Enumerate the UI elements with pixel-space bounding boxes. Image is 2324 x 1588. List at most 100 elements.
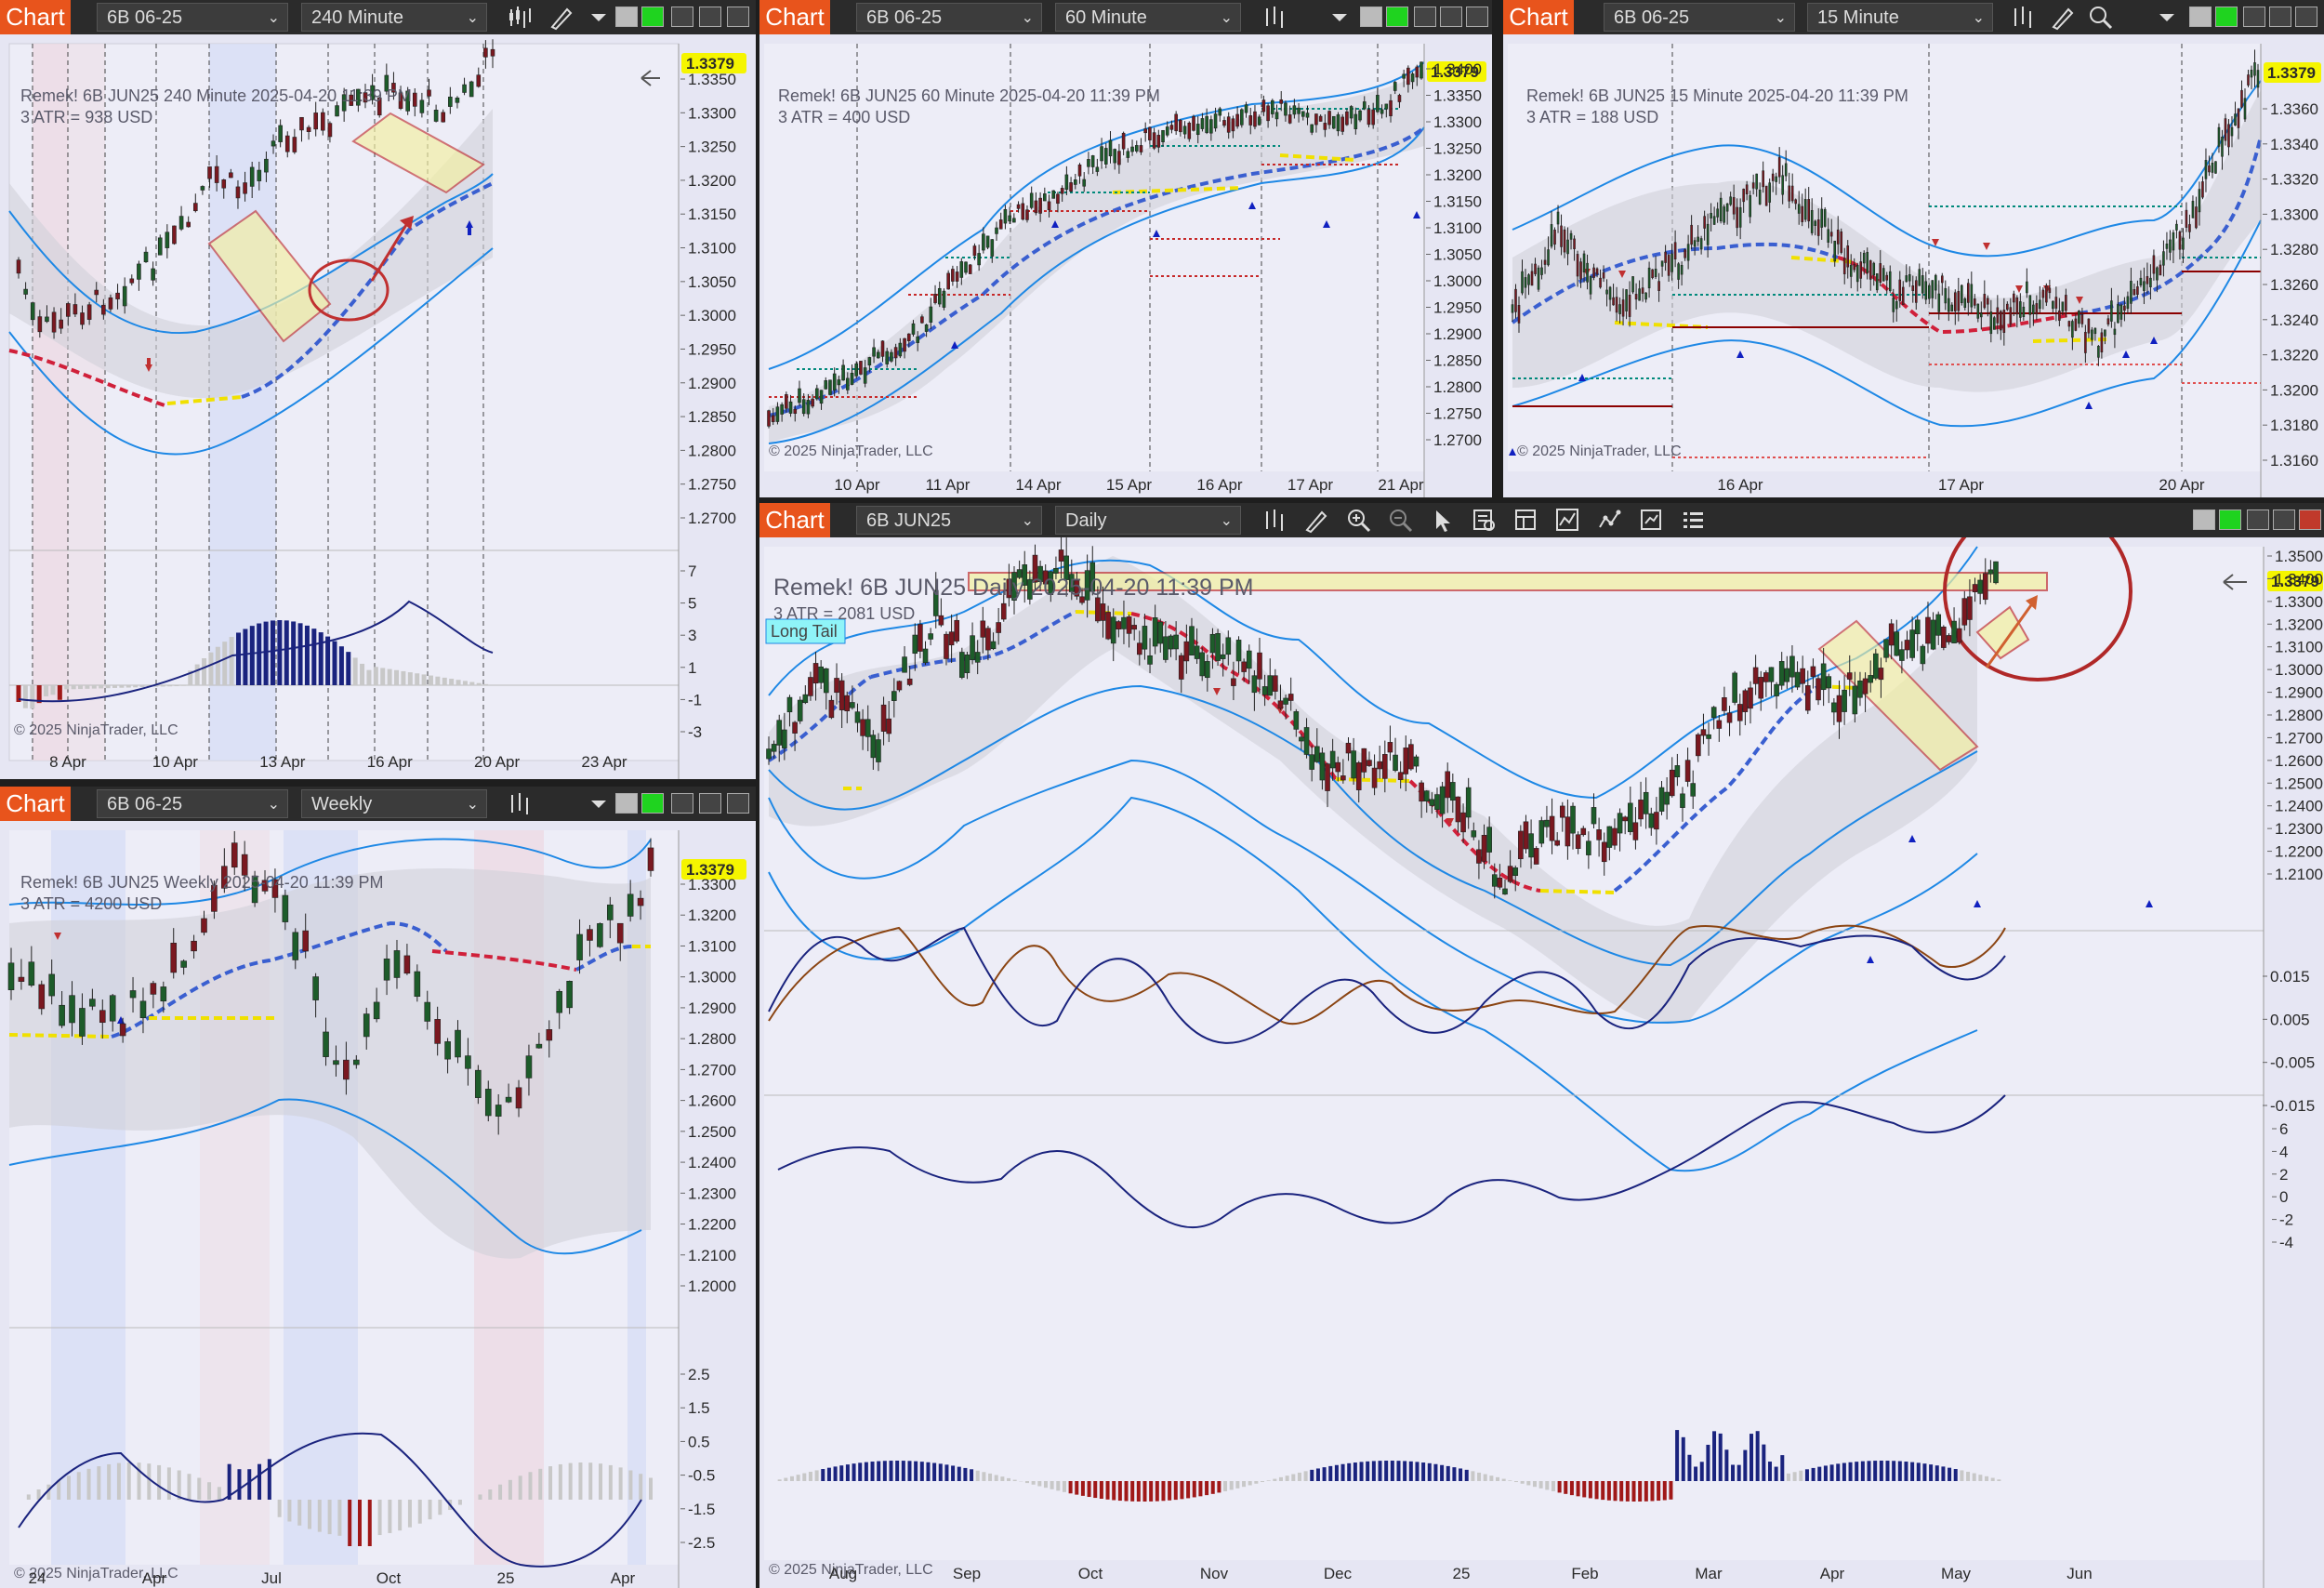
dropdown-arrow-icon[interactable] xyxy=(586,790,613,817)
instrument-selector[interactable]: 6B 06-25 ⌄ xyxy=(856,3,1042,32)
candle xyxy=(1367,109,1371,126)
candle xyxy=(2208,165,2211,173)
drawing-tool-icon[interactable] xyxy=(2050,4,2077,31)
maximize-button[interactable] xyxy=(1466,7,1488,27)
candle xyxy=(1784,163,1788,177)
pointer-icon[interactable] xyxy=(1429,507,1456,534)
window-link-button[interactable] xyxy=(2189,7,2212,27)
price-panel-15min[interactable]: Remek! 6B JUN25 15 Minute 2025-04-20 11:… xyxy=(1503,34,2324,497)
dropdown-arrow-icon[interactable] xyxy=(1327,4,1353,31)
minimize-button[interactable] xyxy=(2247,509,2269,530)
restore-button[interactable] xyxy=(699,7,721,27)
zoom-in-icon[interactable] xyxy=(1345,507,1372,534)
window-link-button[interactable] xyxy=(615,7,638,27)
candle xyxy=(1846,672,1853,680)
instrument-selector[interactable]: 6B 06-25 ⌄ xyxy=(1604,3,1795,32)
chart-logo-button[interactable]: Chart xyxy=(759,0,830,34)
restore-button[interactable] xyxy=(2269,7,2291,27)
chart-style-icon[interactable] xyxy=(1261,507,1288,534)
chart-style-icon[interactable] xyxy=(507,790,534,817)
window-link-button[interactable] xyxy=(2193,509,2215,530)
zoom-icon[interactable] xyxy=(2087,4,2114,31)
candle xyxy=(890,351,893,362)
strategies-icon[interactable] xyxy=(1596,507,1623,534)
restore-button[interactable] xyxy=(699,793,721,814)
chart-style-icon[interactable] xyxy=(507,4,534,31)
candle xyxy=(2133,289,2136,296)
candle xyxy=(1621,299,1625,317)
window-color-button[interactable] xyxy=(641,793,664,814)
candle xyxy=(89,999,96,1007)
instrument-selector[interactable]: 6B JUN25 ⌄ xyxy=(856,506,1042,535)
interval-selector[interactable]: 240 Minute ⌄ xyxy=(301,3,487,32)
chart-trader-icon[interactable] xyxy=(1638,507,1665,534)
candle xyxy=(885,351,890,364)
window-color-button[interactable] xyxy=(641,7,664,27)
chart-logo-button[interactable]: Chart xyxy=(0,787,71,821)
candle xyxy=(1852,685,1858,715)
window-color-button[interactable] xyxy=(2215,7,2238,27)
interval-selector[interactable]: Weekly ⌄ xyxy=(301,789,487,818)
histogram-bar xyxy=(387,668,392,685)
minimize-button[interactable] xyxy=(1414,7,1436,27)
maximize-button[interactable] xyxy=(727,793,749,814)
candle xyxy=(1231,118,1235,132)
dropdown-arrow-icon[interactable] xyxy=(586,4,613,31)
histogram-bar xyxy=(217,1487,221,1500)
restore-button[interactable] xyxy=(1440,7,1462,27)
maximize-button[interactable] xyxy=(727,7,749,27)
back-arrow-icon[interactable] xyxy=(2223,574,2247,590)
close-button[interactable] xyxy=(2299,509,2321,530)
instrument-selector[interactable]: 6B 06-25 ⌄ xyxy=(97,3,288,32)
candle xyxy=(616,922,624,944)
chart-logo-button[interactable]: Chart xyxy=(1503,0,1574,34)
minimize-button[interactable] xyxy=(671,793,693,814)
list-icon[interactable] xyxy=(1680,507,1707,534)
window-link-button[interactable] xyxy=(615,793,638,814)
price-panel-240min[interactable]: Remek! 6B JUN25 240 Minute 2025-04-20 11… xyxy=(0,34,756,779)
restore-button[interactable] xyxy=(2273,509,2295,530)
chart-style-icon[interactable] xyxy=(1261,4,1288,31)
price-panel-60min[interactable]: Remek! 6B JUN25 60 Minute 2025-04-20 11:… xyxy=(759,34,1492,497)
chart-logo-button[interactable]: Chart xyxy=(759,503,830,537)
chart-logo-button[interactable]: Chart xyxy=(0,0,71,34)
instrument-selector[interactable]: 6B 06-25 ⌄ xyxy=(97,789,288,818)
candle xyxy=(99,1010,106,1024)
copyright-label: © 2025 NinjaTrader, LLC xyxy=(769,443,933,459)
candle xyxy=(819,390,824,404)
minimize-button[interactable] xyxy=(2243,7,2265,27)
interval-selector[interactable]: 60 Minute ⌄ xyxy=(1055,3,1241,32)
candle xyxy=(1842,689,1847,712)
histogram-bar xyxy=(257,1463,262,1500)
candle xyxy=(1789,655,1795,678)
candle xyxy=(1486,827,1492,853)
histogram-bar xyxy=(1093,1481,1098,1499)
back-arrow-icon[interactable] xyxy=(640,70,660,86)
window-link-button[interactable] xyxy=(1360,7,1382,27)
interval-selector[interactable]: 15 Minute ⌄ xyxy=(1807,3,1993,32)
histogram-bar xyxy=(1223,1481,1228,1491)
interval-selector[interactable]: Daily ⌄ xyxy=(1055,506,1241,535)
zoom-out-icon[interactable] xyxy=(1387,507,1414,534)
properties-icon[interactable] xyxy=(1512,507,1539,534)
drawing-tool-icon[interactable] xyxy=(548,4,575,31)
indicators-icon[interactable] xyxy=(1554,507,1581,534)
window-color-button[interactable] xyxy=(2219,509,2241,530)
drawing-tool-icon[interactable] xyxy=(1303,507,1330,534)
price-panel-daily[interactable]: Long Tail Remek! 6B JUN25 Daily 2025-04-… xyxy=(759,537,2324,1588)
dropdown-arrow-icon[interactable] xyxy=(2154,4,2181,31)
instrument-label: 6B 06-25 xyxy=(1614,7,1690,28)
chevron-down-icon: ⌄ xyxy=(1220,10,1233,26)
candle xyxy=(363,92,368,103)
price-panel-weekly[interactable]: Remek! 6B JUN25 Weekly 2025-04-20 11:39 … xyxy=(0,821,756,1588)
data-box-icon[interactable] xyxy=(1471,507,1498,534)
chart-toolbar: Chart 6B 06-25 ⌄ Weekly ⌄ xyxy=(0,787,756,821)
candle xyxy=(970,635,975,660)
candle xyxy=(1016,204,1021,209)
minimize-button[interactable] xyxy=(671,7,693,27)
window-color-button[interactable] xyxy=(1386,7,1408,27)
chart-style-icon[interactable] xyxy=(2010,4,2037,31)
maximize-button[interactable] xyxy=(2295,7,2317,27)
candle xyxy=(1764,185,1768,206)
candle xyxy=(2119,304,2123,320)
